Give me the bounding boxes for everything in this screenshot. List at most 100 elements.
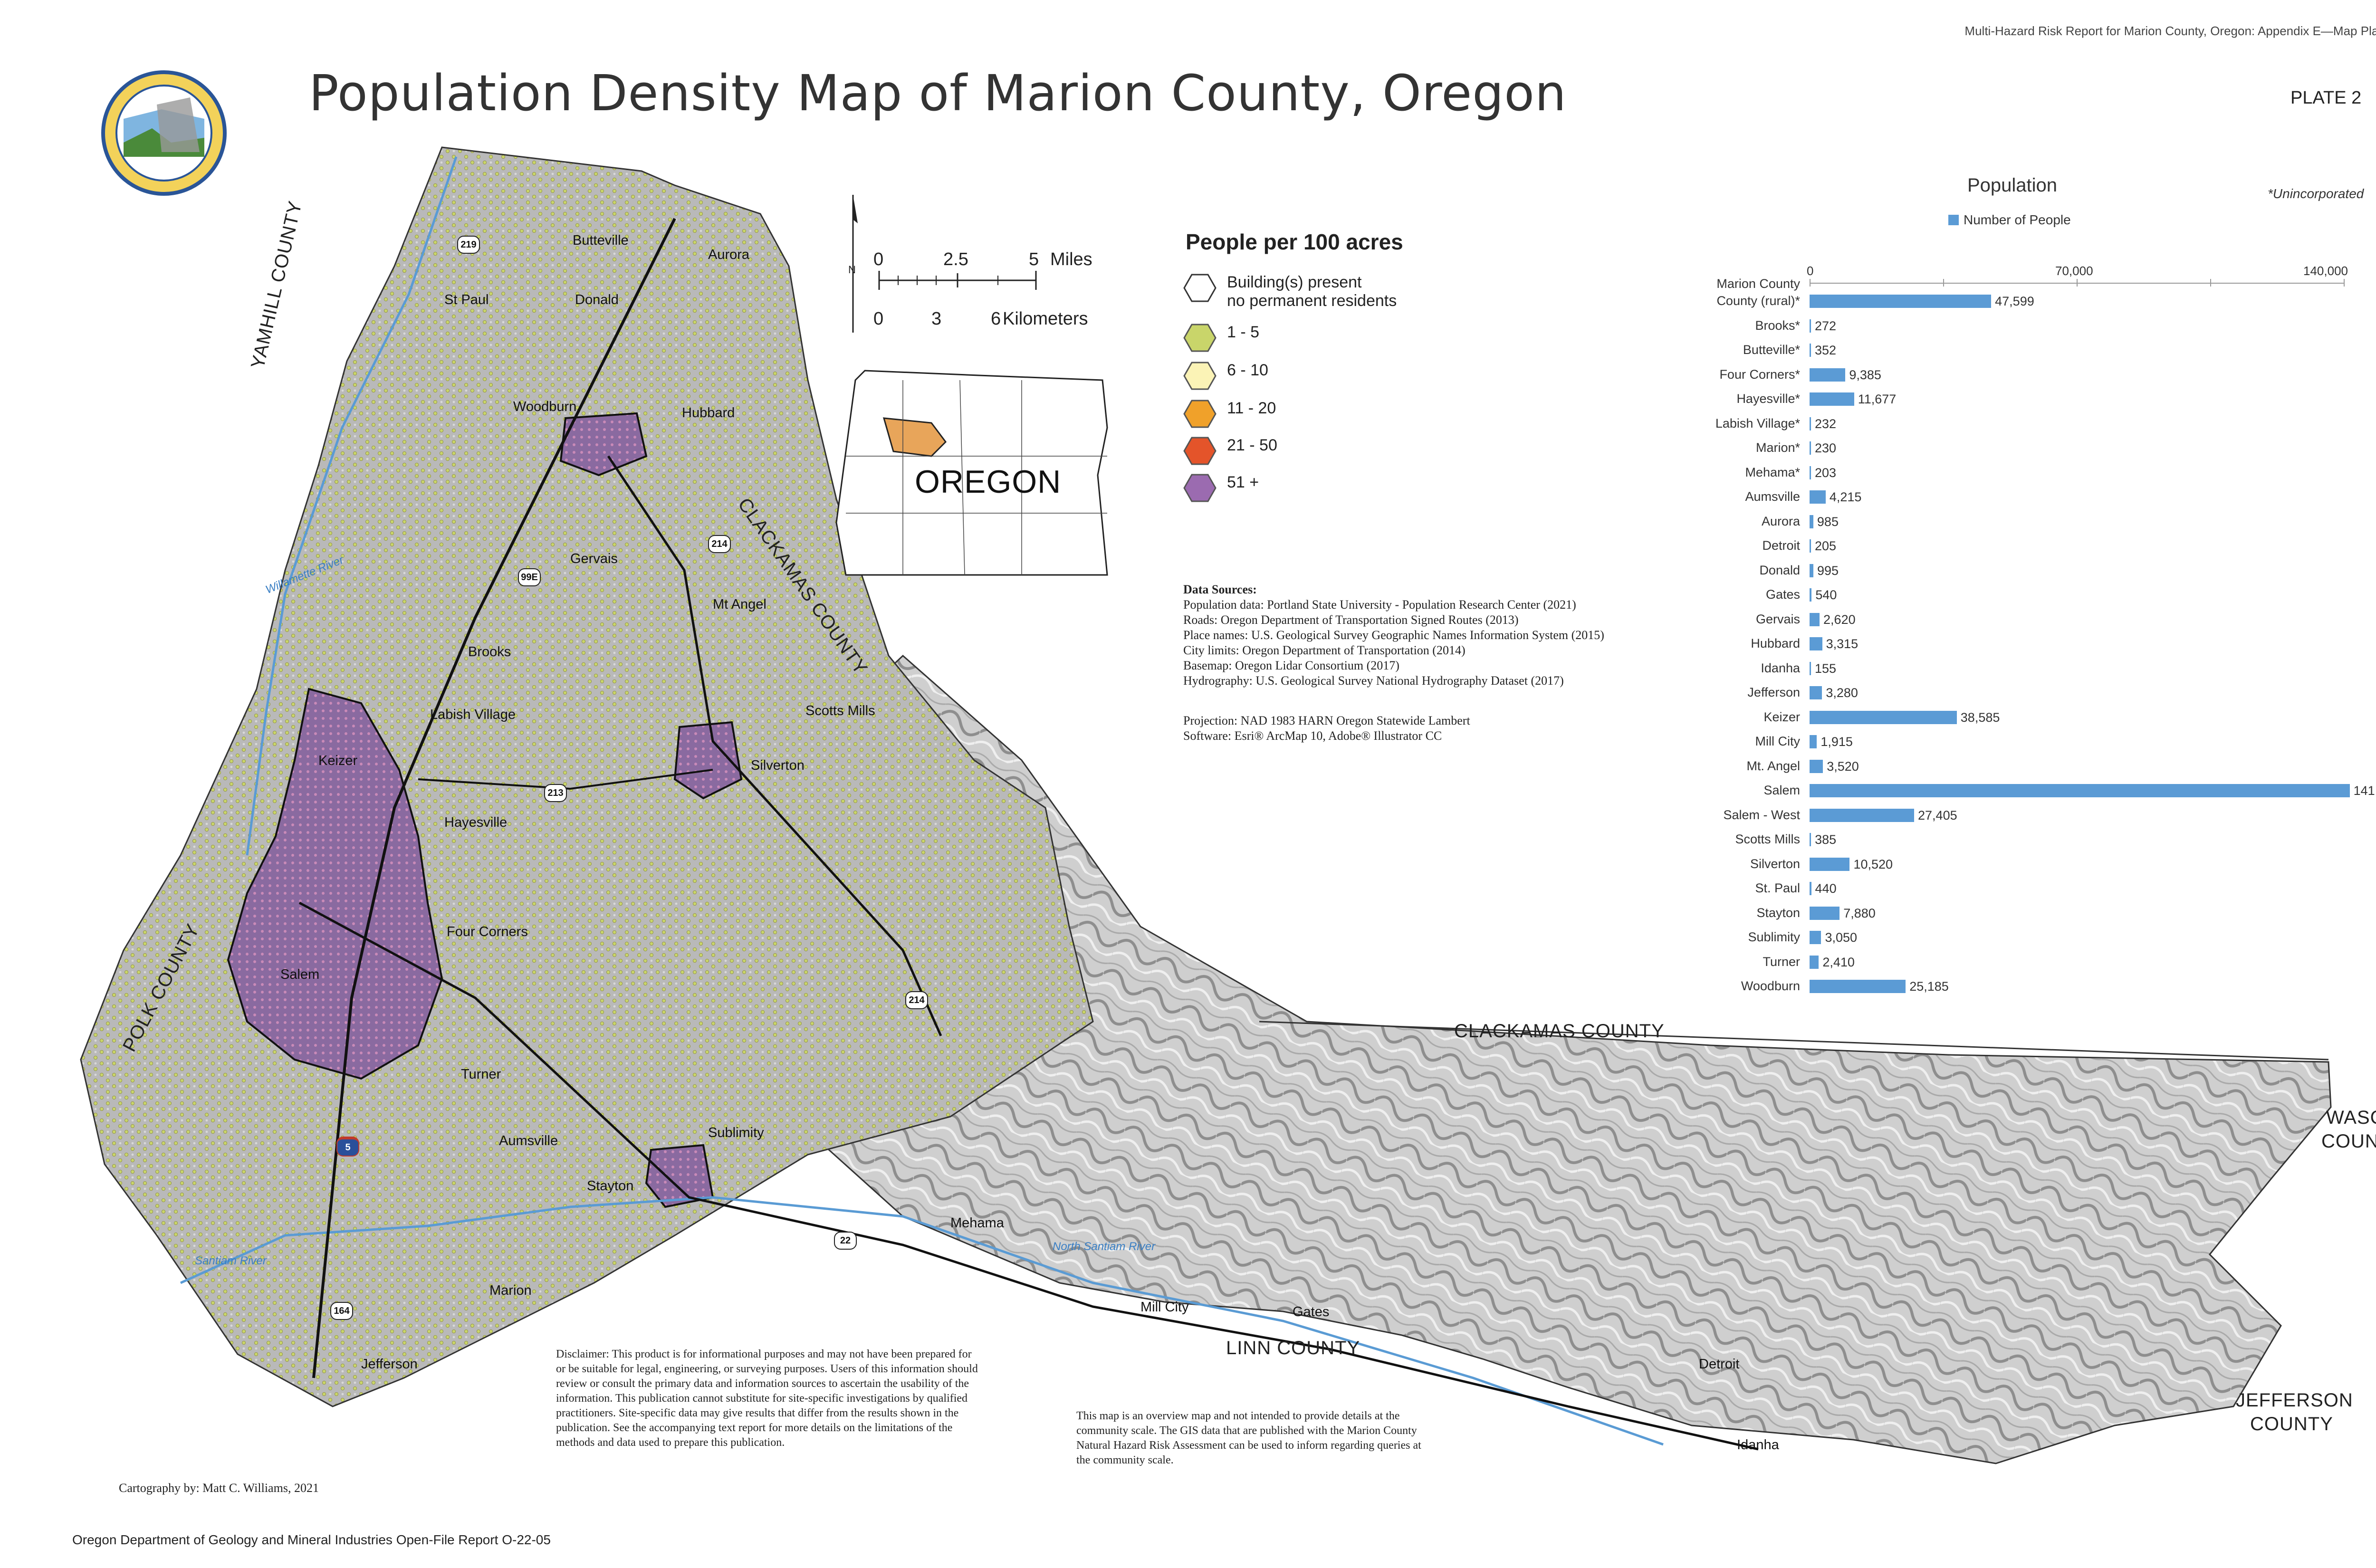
chart-bar: [1810, 612, 1820, 626]
chart-axis-tick: [2210, 279, 2211, 287]
chart-value-label: 1,915: [1820, 735, 1853, 749]
scale-miles-5: 5: [1029, 249, 1039, 269]
legend-label: 6 - 10: [1227, 361, 1268, 379]
place-label: Labish Village: [430, 707, 516, 722]
place-label: Mehama: [950, 1215, 1004, 1231]
chart-bar: [1810, 759, 1823, 773]
chart-axis-tick: [1810, 279, 1811, 287]
scale-km-0: 0: [873, 309, 884, 329]
scale-miles-0: 0: [873, 249, 884, 269]
place-label: Keizer: [318, 753, 358, 768]
chart-category-label: Idanha: [1761, 660, 1800, 675]
chart-category-label: Aurora: [1761, 514, 1800, 528]
chart-bar: [1810, 686, 1822, 699]
place-label: Stayton: [587, 1178, 634, 1194]
legend-item-6-10: 6 - 10: [1183, 361, 1268, 391]
chart-category-label: Marion County: [1716, 277, 1800, 291]
chart-category-label: County (rural)*: [1716, 294, 1800, 308]
chart-tick-label: 70,000: [2055, 264, 2093, 278]
oregon-inset-map: [835, 370, 1108, 576]
chart-value-label: 232: [1815, 416, 1837, 431]
place-label: St Paul: [444, 292, 489, 307]
chart-value-label: 3,050: [1825, 930, 1858, 945]
chart-category-label: Gates: [1765, 587, 1800, 602]
salem-keizer-urban: [227, 688, 443, 1080]
chart-category-label: Butteville*: [1743, 343, 1800, 357]
place-label: Gates: [1293, 1304, 1330, 1319]
chart-category-label: St. Paul: [1755, 881, 1800, 895]
chart-category-label: Mehama*: [1745, 465, 1800, 479]
scale-miles-2-5: 2.5: [943, 249, 968, 269]
chart-value-label: 4,215: [1829, 490, 1862, 504]
projection-text: Projection: NAD 1983 HARN Oregon Statewi…: [1183, 714, 1470, 727]
legend-item-1-5: 1 - 5: [1183, 323, 1259, 353]
chart-category-label: Silverton: [1750, 856, 1800, 871]
chart-value-label: 3,315: [1826, 637, 1859, 651]
scale-bar: [878, 271, 1037, 290]
legend-label: 51 +: [1227, 473, 1259, 491]
chart-axis-tick: [2344, 279, 2345, 287]
chart-value-label: 352: [1815, 343, 1837, 357]
chart-bar: [1810, 564, 1813, 577]
chart-category-label: Mt. Angel: [1746, 758, 1800, 773]
place-label: Woodburn: [513, 399, 577, 414]
chart-value-label: 2,410: [1822, 955, 1855, 969]
place-label: Sublimity: [708, 1125, 764, 1140]
legend-title: People per 100 acres: [1186, 229, 1403, 254]
chart-bar: [1810, 980, 1906, 993]
place-label: Salem: [280, 967, 320, 982]
highway-shield: 164: [330, 1302, 353, 1320]
data-source-line: Roads: Oregon Department of Transportati…: [1183, 613, 1519, 627]
county-boundary: [1259, 1021, 2329, 1061]
hexagon-icon: [1183, 474, 1217, 502]
hexagon-icon: [1183, 324, 1217, 352]
chart-bar: [1810, 882, 1811, 895]
chart-value-label: 25,185: [1909, 979, 1949, 994]
chart-axis-tick: [1943, 279, 1944, 287]
chart-value-label: 3,520: [1827, 759, 1859, 774]
chart-category-label: Sublimity: [1748, 930, 1800, 944]
chart-bar: [1810, 344, 1811, 357]
data-sources: Data Sources: Population data: Portland …: [1183, 582, 1706, 744]
county-label-linn: LINN COUNTY: [1226, 1338, 1360, 1358]
scale-miles-unit: Miles: [1050, 249, 1092, 269]
interstate-shield: 5: [336, 1137, 359, 1157]
chart-bar: [1810, 417, 1811, 430]
chart-value-label: 440: [1815, 881, 1837, 896]
stayton-urban: [645, 1144, 714, 1208]
cartography-credit: Cartography by: Matt C. Williams, 2021: [119, 1481, 319, 1495]
hexagon-icon: [1183, 400, 1217, 428]
hexagon-icon: [1183, 437, 1217, 465]
silverton-urban: [673, 721, 743, 800]
place-label: Four Corners: [447, 924, 528, 939]
chart-value-label: 230: [1815, 441, 1837, 455]
chart-category-label: Salem - West: [1723, 807, 1800, 822]
hexagon-icon: [1183, 274, 1217, 302]
legend-label: Building(s) present: [1227, 273, 1362, 291]
valley-region: [80, 146, 1094, 1407]
data-source-line: Population data: Portland State Universi…: [1183, 598, 1576, 612]
legend-label-line2: no permanent residents: [1227, 292, 1397, 310]
place-label: Hayesville: [444, 815, 508, 830]
chart-category-label: Keizer: [1763, 709, 1800, 724]
unincorporated-note: *Unincorporated: [2268, 186, 2364, 201]
chart-category-label: Gervais: [1755, 612, 1800, 626]
chart-tick-label: 0: [1807, 264, 1814, 278]
chart-bar: [1810, 906, 1840, 920]
woodburn-urban: [559, 412, 648, 477]
data-source-line: City limits: Oregon Department of Transp…: [1183, 643, 1466, 657]
place-label: Brooks: [468, 644, 511, 660]
place-label: Hubbard: [682, 405, 735, 421]
county-label-wasco-2: COUNTY: [2321, 1131, 2376, 1152]
chart-category-label: Stayton: [1756, 905, 1800, 920]
plate-number: PLATE 2: [2290, 88, 2362, 108]
highway-shield: 213: [544, 784, 567, 802]
place-label: Aurora: [708, 247, 750, 262]
chart-bar: [1810, 661, 1811, 675]
chart-value-label: 9,385: [1849, 367, 1881, 382]
highway-shield: 219: [457, 236, 480, 254]
chart-value-label: 10,520: [1853, 857, 1893, 871]
legend-item-no-residents: Building(s) present no permanent resident…: [1183, 273, 1397, 310]
